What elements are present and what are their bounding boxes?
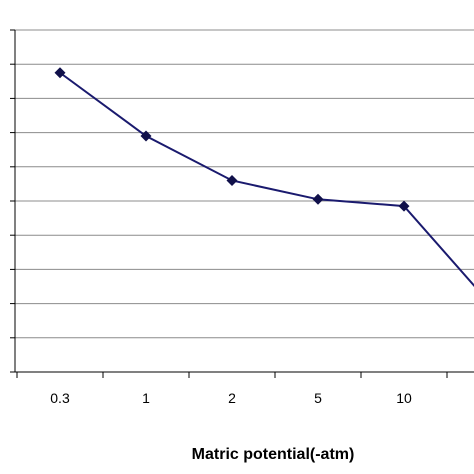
series-line-group — [54, 67, 474, 287]
axes — [14, 30, 474, 373]
x-axis-title: Matric potential(-atm) — [192, 446, 355, 463]
data-point — [312, 193, 324, 205]
data-point — [140, 130, 152, 142]
x-axis-ticks: 0.3 1 2 5 10 — [16, 372, 448, 406]
data-point — [226, 174, 238, 186]
x-tick-label: 0.3 — [50, 390, 70, 406]
x-tick-label: 5 — [314, 390, 322, 406]
x-tick-label: 10 — [396, 390, 412, 406]
x-tick-label: 2 — [228, 390, 236, 406]
gridlines — [10, 29, 474, 373]
data-point — [54, 67, 66, 79]
data-point — [398, 200, 410, 212]
x-tick-label: 1 — [142, 390, 150, 406]
series-line — [59, 71, 474, 287]
